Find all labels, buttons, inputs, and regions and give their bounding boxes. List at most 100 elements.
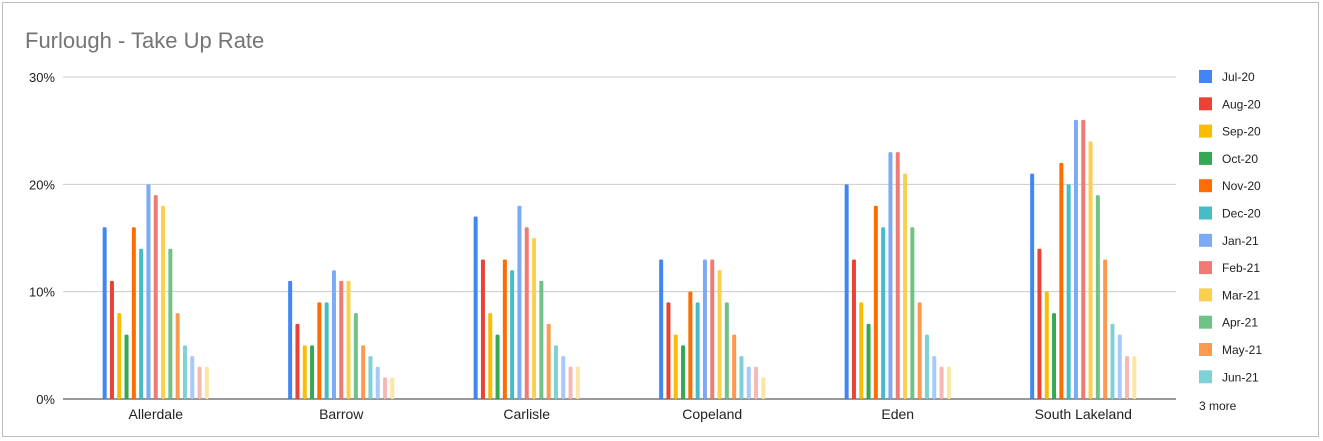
bar[interactable]: [346, 280, 351, 399]
bar[interactable]: [732, 334, 737, 399]
bar[interactable]: [754, 366, 759, 399]
bar[interactable]: [659, 259, 664, 399]
bar[interactable]: [903, 173, 908, 399]
bar[interactable]: [1052, 313, 1057, 399]
bar[interactable]: [1110, 323, 1115, 399]
bar[interactable]: [939, 366, 944, 399]
bar[interactable]: [702, 259, 707, 399]
bar[interactable]: [353, 313, 358, 399]
bar[interactable]: [109, 280, 114, 399]
bar[interactable]: [710, 259, 715, 399]
bar[interactable]: [1037, 248, 1042, 399]
bar[interactable]: [1081, 119, 1086, 399]
bar[interactable]: [681, 345, 686, 399]
bar[interactable]: [724, 302, 729, 399]
bar[interactable]: [844, 184, 849, 399]
bar[interactable]: [102, 227, 107, 399]
bar[interactable]: [480, 259, 485, 399]
y-tick-label: 10%: [29, 285, 55, 300]
bar[interactable]: [746, 366, 751, 399]
bar[interactable]: [139, 248, 144, 399]
bar[interactable]: [1095, 195, 1100, 399]
bar[interactable]: [532, 238, 537, 399]
bar[interactable]: [339, 280, 344, 399]
bar[interactable]: [917, 302, 922, 399]
bar[interactable]: [895, 152, 900, 399]
bar[interactable]: [851, 259, 856, 399]
bar[interactable]: [131, 227, 136, 399]
legend-label: Jan-21: [1222, 234, 1259, 248]
legend-label: Jun-21: [1222, 370, 1259, 384]
bar[interactable]: [1030, 173, 1035, 399]
bar[interactable]: [390, 377, 395, 399]
bar[interactable]: [1059, 162, 1064, 399]
bar[interactable]: [553, 345, 558, 399]
bar[interactable]: [561, 356, 566, 399]
bar[interactable]: [288, 280, 293, 399]
bar[interactable]: [302, 345, 307, 399]
bar[interactable]: [739, 356, 744, 399]
bar[interactable]: [473, 216, 478, 399]
bar[interactable]: [524, 227, 529, 399]
bar[interactable]: [1103, 259, 1108, 399]
bar[interactable]: [168, 248, 173, 399]
bar[interactable]: [204, 366, 209, 399]
bar[interactable]: [673, 334, 678, 399]
bar[interactable]: [146, 184, 151, 399]
bar[interactable]: [117, 313, 122, 399]
bar[interactable]: [197, 366, 202, 399]
bar[interactable]: [324, 302, 329, 399]
bar[interactable]: [175, 313, 180, 399]
bar[interactable]: [695, 302, 700, 399]
bar[interactable]: [717, 270, 722, 399]
bar[interactable]: [888, 152, 893, 399]
bar[interactable]: [924, 334, 929, 399]
bar[interactable]: [190, 356, 195, 399]
bar[interactable]: [575, 366, 580, 399]
bar[interactable]: [1132, 356, 1137, 399]
legend-swatch: [1199, 261, 1212, 275]
bar[interactable]: [539, 280, 544, 399]
bar[interactable]: [881, 227, 886, 399]
bar[interactable]: [368, 356, 373, 399]
bar[interactable]: [568, 366, 573, 399]
bar[interactable]: [688, 291, 693, 399]
bar[interactable]: [946, 366, 951, 399]
bar[interactable]: [510, 270, 515, 399]
bar[interactable]: [495, 334, 500, 399]
legend-swatch: [1199, 343, 1212, 356]
bar[interactable]: [873, 205, 878, 399]
bar[interactable]: [932, 356, 937, 399]
bar[interactable]: [546, 323, 551, 399]
legend-swatch: [1199, 370, 1212, 384]
bar[interactable]: [375, 366, 380, 399]
bar[interactable]: [310, 345, 315, 399]
bar[interactable]: [1125, 356, 1130, 399]
bar[interactable]: [161, 205, 166, 399]
bar[interactable]: [1066, 184, 1071, 399]
bar[interactable]: [1073, 119, 1078, 399]
legend-label: Oct-20: [1222, 152, 1258, 166]
bar[interactable]: [910, 227, 915, 399]
bar[interactable]: [1088, 141, 1093, 399]
bar[interactable]: [361, 345, 366, 399]
bar[interactable]: [383, 377, 388, 399]
bar[interactable]: [331, 270, 336, 399]
bar[interactable]: [517, 205, 522, 399]
bar[interactable]: [1117, 334, 1122, 399]
bar[interactable]: [124, 334, 129, 399]
bar[interactable]: [295, 323, 300, 399]
bar[interactable]: [866, 323, 871, 399]
category-labels: Allerdale Barrow Carlisle Copeland Eden South…: [129, 406, 1132, 422]
legend-more-link[interactable]: 3 more: [1199, 399, 1237, 413]
legend-label: Mar-21: [1222, 288, 1260, 302]
bar[interactable]: [1044, 291, 1049, 399]
bar[interactable]: [859, 302, 864, 399]
bar[interactable]: [502, 259, 507, 399]
bar[interactable]: [153, 195, 158, 399]
bar[interactable]: [666, 302, 671, 399]
bar[interactable]: [761, 377, 766, 399]
bar[interactable]: [317, 302, 322, 399]
bar[interactable]: [182, 345, 187, 399]
bar[interactable]: [488, 313, 493, 399]
